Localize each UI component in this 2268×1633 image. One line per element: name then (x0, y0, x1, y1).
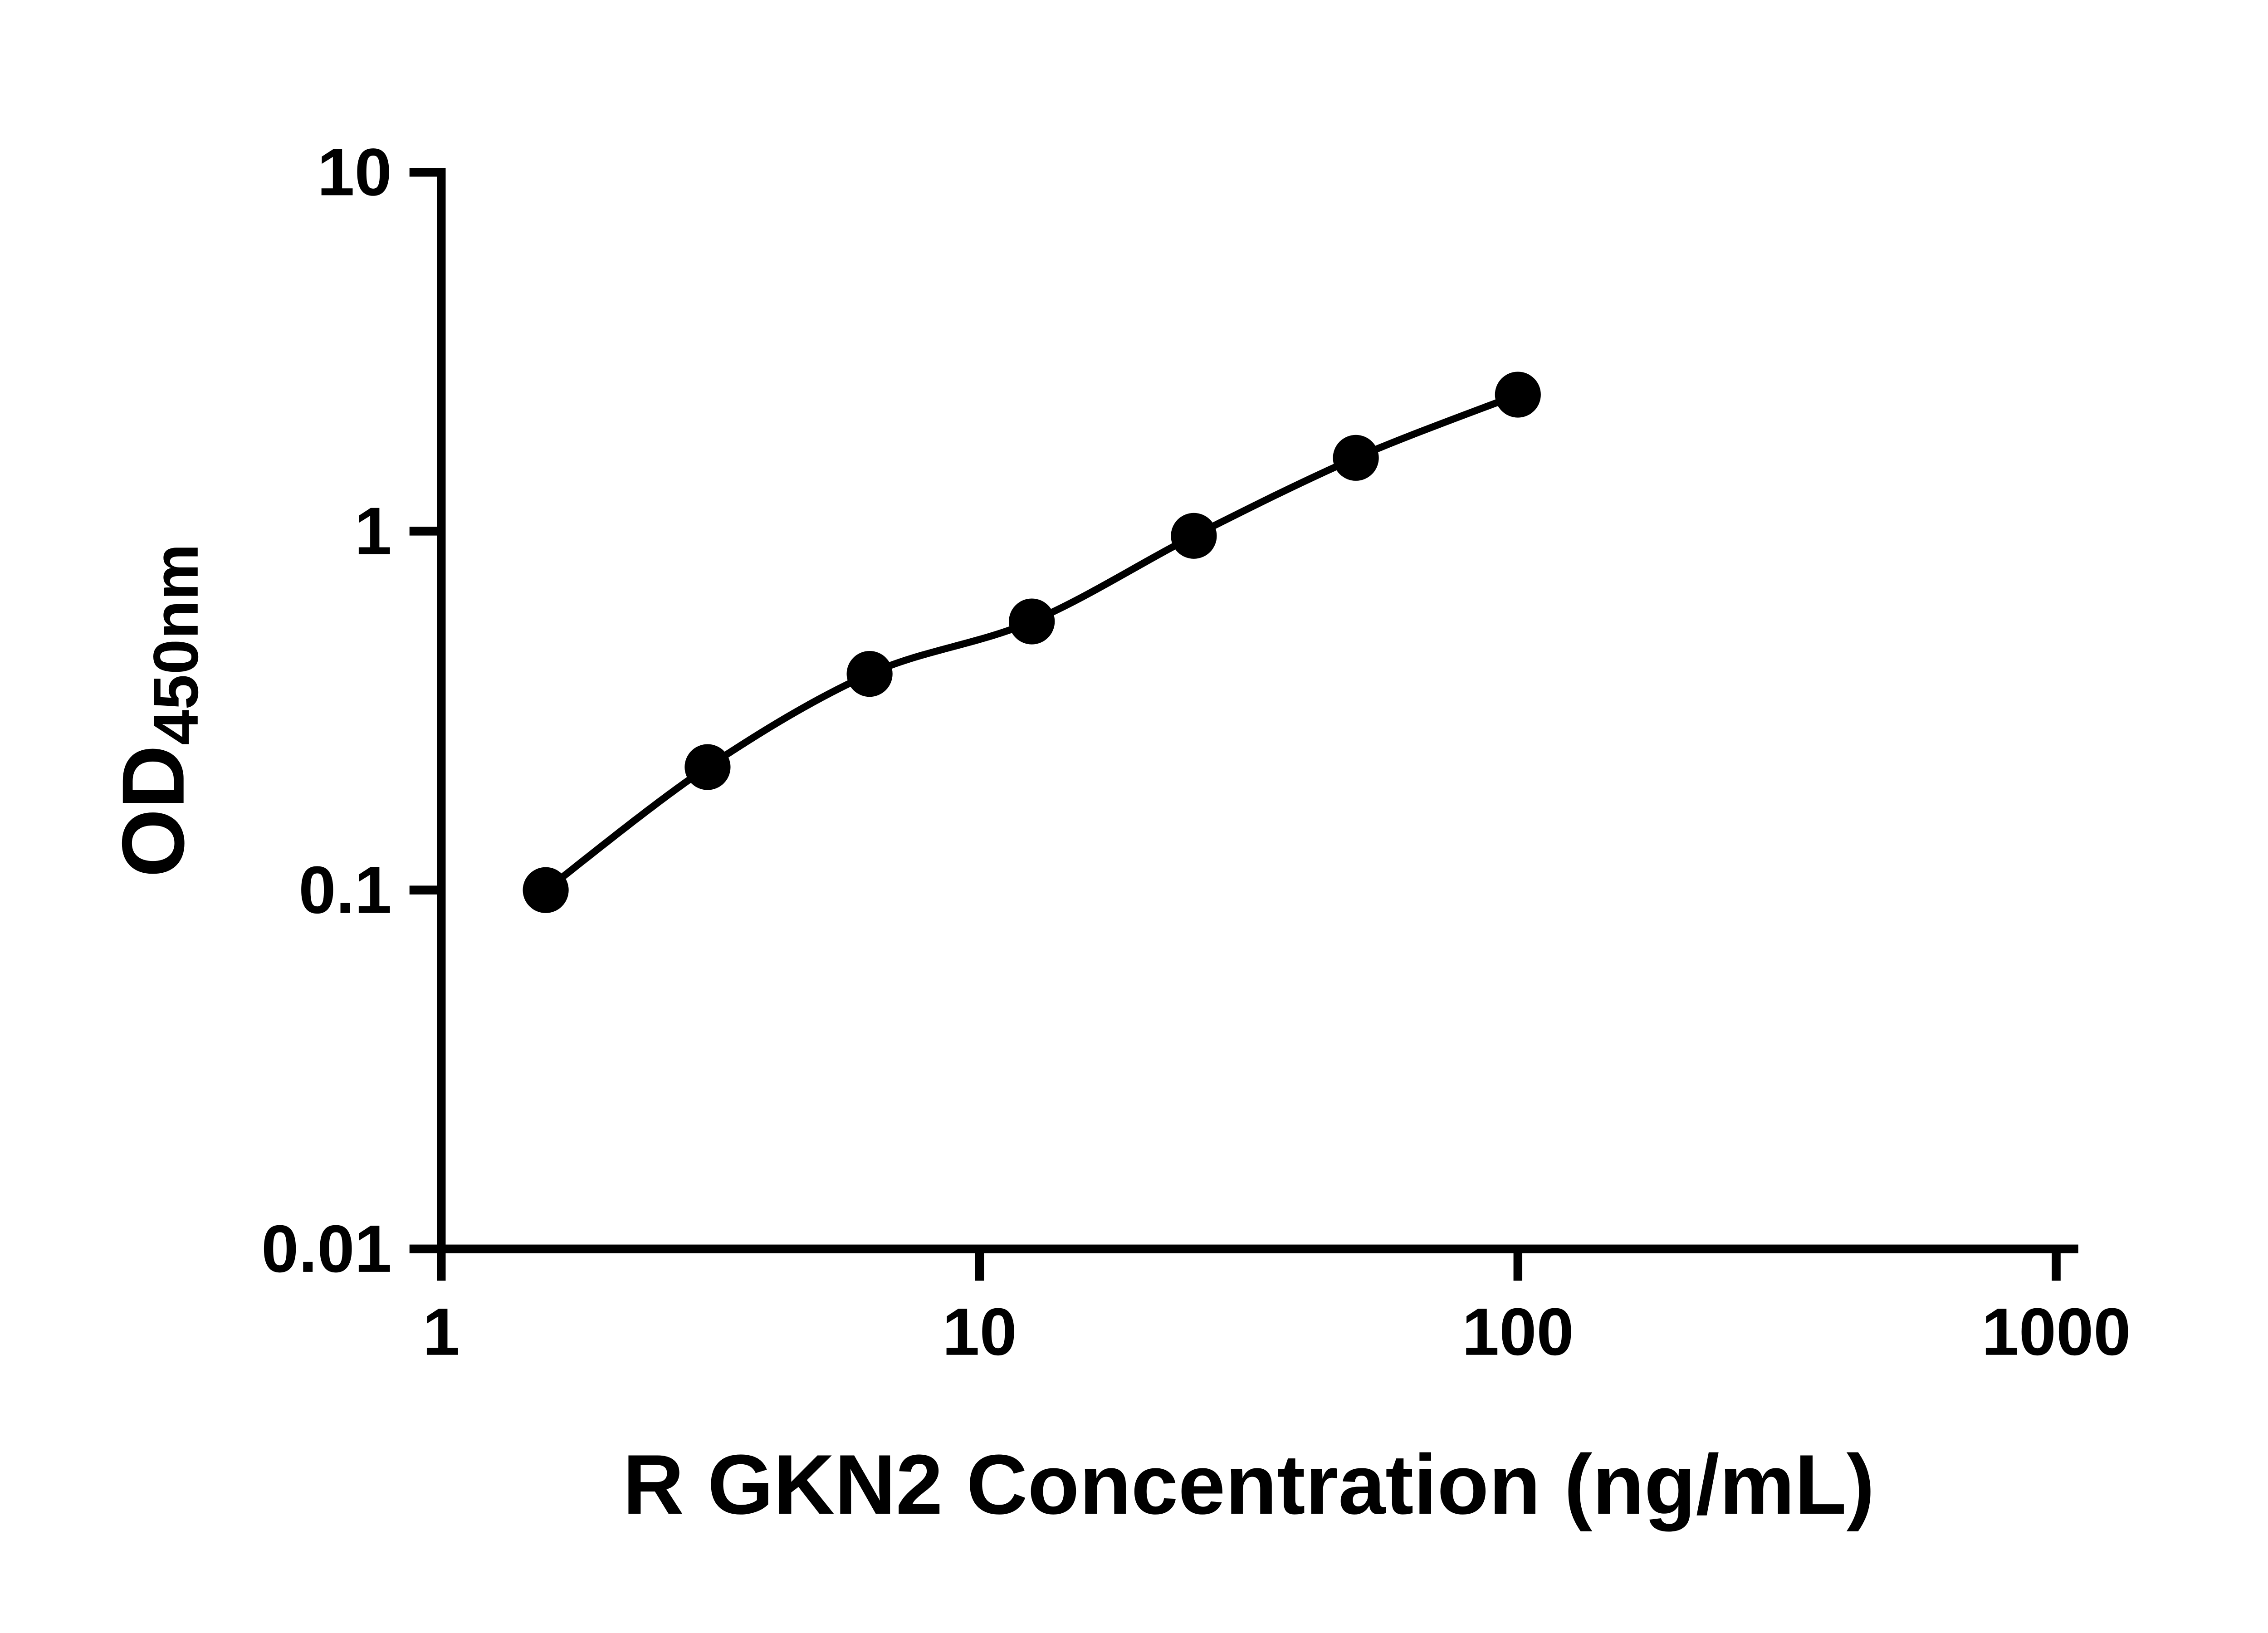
data-series (523, 372, 1541, 913)
x-tick-label: 1 (423, 1295, 460, 1369)
data-point (1495, 372, 1541, 418)
data-point (1171, 513, 1217, 559)
y-axis-title-main: OD (104, 745, 203, 878)
data-point (684, 744, 731, 790)
y-axis-title-subscript: 450nm (140, 544, 211, 745)
y-tick-label: 0.01 (261, 1212, 392, 1286)
axis-lines (437, 168, 2078, 1254)
x-tick-label: 100 (1462, 1295, 1574, 1369)
data-point (1009, 598, 1055, 645)
y-tick-label: 10 (317, 135, 391, 210)
y-tick-label: 1 (355, 494, 392, 569)
y-tick-label: 0.1 (298, 853, 392, 928)
x-axis-title: R GKN2 Concentration (ng/mL) (623, 1437, 1875, 1532)
data-point (1333, 435, 1379, 481)
axis-ticks: 1 10 100 1000 0.01 0.1 1 10 (261, 135, 2131, 1369)
data-point (846, 651, 893, 697)
x-tick-label: 10 (942, 1295, 1017, 1369)
y-axis-title: OD450nm (104, 544, 211, 878)
data-point (523, 867, 569, 913)
x-tick-label: 1000 (1982, 1295, 2131, 1369)
